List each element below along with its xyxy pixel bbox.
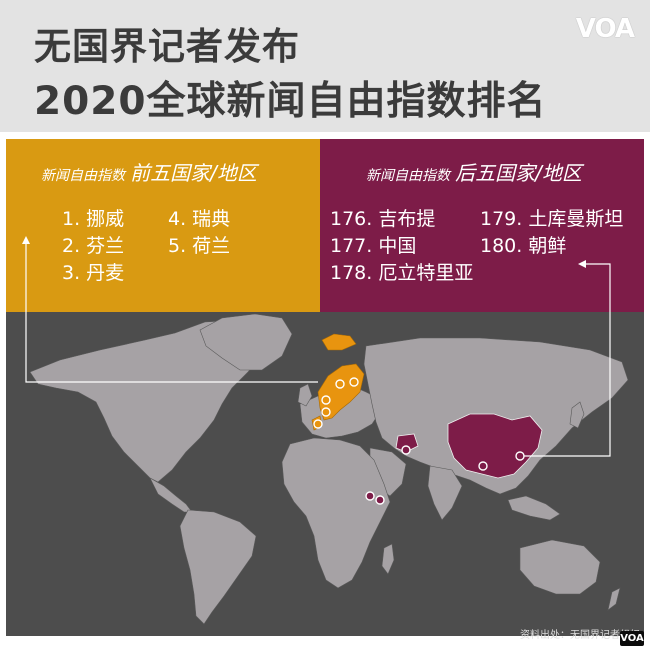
rank-item-netherlands: 5. 荷兰 [168,235,231,257]
top-five-heading-small: 新闻自由指数 [41,168,125,184]
highlight-svalbard [321,333,357,351]
marker-djibouti [375,495,385,505]
voa-logo: VOA [575,14,635,44]
title-line-1: 无国界记者发布 [34,25,300,68]
rank-item-china: 177. 中国 [330,235,417,257]
marker-finland [349,377,359,387]
marker-china [478,461,488,471]
marker-turkmenistan [401,445,411,455]
connector-top-arrowhead [22,236,30,244]
rank-item-sweden: 4. 瑞典 [168,208,231,230]
rank-item-djibouti: 176. 吉布提 [330,208,436,230]
marker-eritrea [365,491,375,501]
australia-landmass [519,539,601,595]
greenland-landmass [199,313,293,371]
south-america-landmass [179,509,257,625]
marker-sweden [335,379,345,389]
voa-badge: VOA [620,631,644,646]
rank-item-denmark: 3. 丹麦 [62,262,125,284]
marker-netherlands [313,419,323,429]
header-banner: 无国界记者发布 2020全球新闻自由指数排名 VOA [0,0,650,132]
uk-landmass [297,383,313,407]
bottom-five-heading-small: 新闻自由指数 [366,168,450,184]
rank-item-finland: 2. 芬兰 [62,235,125,257]
connector-bottom-arrowhead [578,260,586,268]
bottom-five-panel: 新闻自由指数 后五国家/地区 176. 吉布提 177. 中国 178. 厄立特… [320,139,644,312]
title-line-2: 2020全球新闻自由指数排名 [34,79,547,124]
new-zealand-landmass [607,587,621,611]
rank-item-north-korea: 180. 朝鲜 [480,235,567,257]
marker-north-korea [515,451,525,461]
marker-denmark [321,407,331,417]
marker-norway [321,395,331,405]
top-five-heading: 新闻自由指数 前五国家/地区 [41,157,257,186]
connector-top-five [25,242,318,383]
source-credit: 资料出处：无国界记者组织 [520,630,640,641]
bottom-five-heading: 新闻自由指数 后五国家/地区 [366,157,582,186]
top-five-heading-large: 前五国家/地区 [130,161,257,185]
southeast-asia-islands [507,495,561,521]
connector-bottom-five [520,263,611,457]
highlight-china [447,413,543,479]
bottom-five-heading-large: 后五国家/地区 [455,161,582,185]
highlight-turkmenistan [395,433,419,453]
rank-item-turkmenistan: 179. 土库曼斯坦 [480,208,624,230]
africa-landmass [281,437,391,589]
india-landmass [427,465,463,521]
north-america-landmass [29,319,271,483]
madagascar-landmass [381,543,395,575]
rank-item-norway: 1. 挪威 [62,208,125,230]
central-america-landmass [149,477,193,513]
rank-item-eritrea: 178. 厄立特里亚 [330,262,474,284]
top-five-panel: 新闻自由指数 前五国家/地区 1. 挪威 2. 芬兰 3. 丹麦 4. 瑞典 5… [6,139,320,312]
japan-landmass [569,401,585,429]
